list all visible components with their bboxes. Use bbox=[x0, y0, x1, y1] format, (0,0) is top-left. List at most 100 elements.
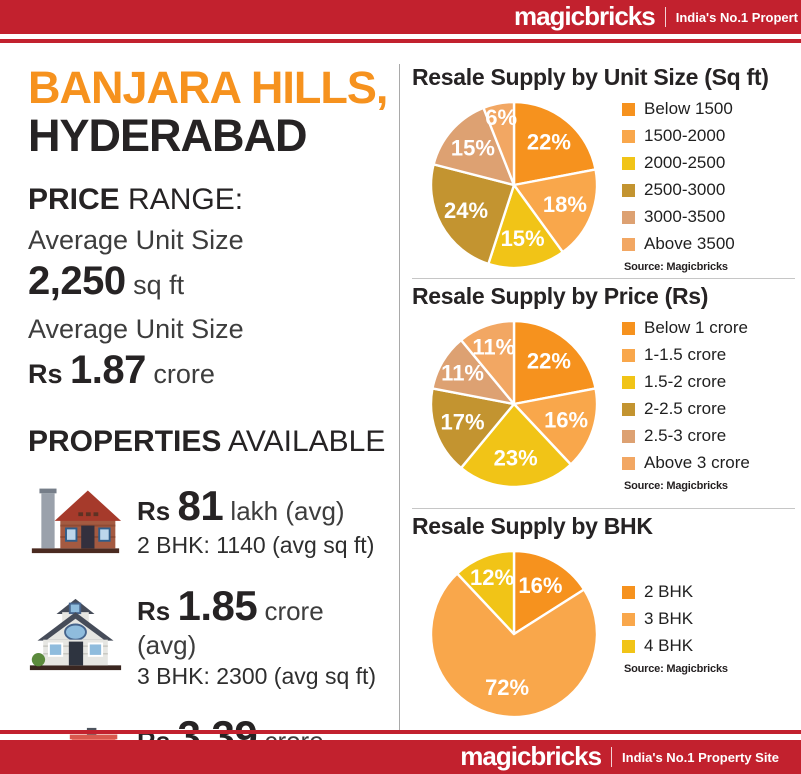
property-row-2bhk: Rs 81 lakh (avg) 2 BHK: 1140 (avg sq ft) bbox=[28, 481, 390, 560]
chart-legend: Below 1 crore 1-1.5 crore 1.5-2 crore 2-2.5… bbox=[622, 318, 750, 473]
legend-swatch bbox=[622, 102, 635, 116]
pie-slice-label: 11% bbox=[472, 335, 515, 360]
pie-slice-label: 15% bbox=[451, 136, 495, 161]
pie-slice-label: 24% bbox=[444, 198, 488, 223]
legend-item: Above 3500 bbox=[622, 234, 735, 254]
logo-divider bbox=[611, 747, 613, 767]
pie-slice-label: 17% bbox=[440, 409, 484, 434]
pie-slice bbox=[432, 106, 516, 187]
property-price: Rs 1.85 crore (avg) bbox=[137, 582, 390, 661]
chart-legend: 2 BHK 3 BHK 4 BHK bbox=[622, 582, 728, 656]
pie-slice-label: 11% bbox=[441, 360, 484, 385]
left-column: BANJARA HILLS, HYDERABAD PRICE RANGE: Av… bbox=[28, 64, 390, 774]
brand-tagline: India's No.1 Property Site bbox=[622, 749, 779, 765]
property-text: Rs 1.85 crore (avg) 3 BHK: 2300 (avg sq … bbox=[137, 582, 390, 690]
avg-unit-price-label: Average Unit Size bbox=[28, 314, 244, 345]
legend-label: 2000-2500 bbox=[644, 153, 726, 172]
legend-swatch bbox=[622, 210, 635, 224]
pie-slice bbox=[512, 319, 597, 406]
magicbricks-logo: magicbricks bbox=[513, 0, 656, 31]
pie-chart-bhk: 16% 72% 12% bbox=[426, 546, 602, 722]
pie-slice-label: 6% bbox=[485, 105, 517, 130]
avg-size-unit: sq ft bbox=[125, 270, 185, 301]
avg-unit-size-label: Average Unit Size bbox=[28, 225, 244, 256]
legend-swatch bbox=[622, 612, 635, 626]
currency-label: Rs bbox=[28, 359, 71, 390]
legend-label: 3 BHK bbox=[644, 609, 694, 628]
legend-label: 1500-2000 bbox=[644, 126, 726, 145]
magicbricks-logo: magicbricks bbox=[460, 740, 602, 771]
legend-label: 2.5-3 crore bbox=[644, 426, 727, 445]
pie-slice bbox=[512, 100, 597, 187]
legend-label: 2500-3000 bbox=[644, 180, 726, 199]
pie-slice bbox=[482, 100, 516, 187]
avg-price-number: 1.87 bbox=[70, 348, 146, 393]
legend-swatch bbox=[622, 402, 635, 416]
pie-slice-label: 16% bbox=[518, 573, 562, 598]
legend-label: Above 3500 bbox=[644, 234, 735, 253]
property-detail: 2 BHK: 1140 (avg sq ft) bbox=[137, 532, 375, 559]
pie-chart-unit-size: 22% 18% 15% 24% 15% 6% bbox=[426, 97, 602, 273]
chart-title: Resale Supply by Price (Rs) bbox=[412, 283, 709, 309]
currency-label: Rs bbox=[137, 596, 178, 627]
pie-slice-label: 72% bbox=[485, 675, 529, 700]
pie-slice bbox=[429, 387, 516, 470]
pie-slice bbox=[459, 319, 516, 406]
legend-block: 2 BHK 3 BHK 4 BHK Source: Magicbricks bbox=[602, 546, 728, 722]
pie-slice bbox=[512, 549, 586, 636]
legend-label: 1-1.5 crore bbox=[644, 345, 727, 364]
bottom-rule-line bbox=[0, 730, 801, 734]
page-title: BANJARA HILLS, HYDERABAD bbox=[28, 64, 390, 159]
properties-heading-rest: AVAILABLE bbox=[221, 425, 386, 459]
legend-block: Below 1 crore 1-1.5 crore 1.5-2 crore 2-2.5… bbox=[602, 316, 750, 492]
pie-slice-label: 16% bbox=[544, 408, 588, 433]
legend-swatch bbox=[622, 375, 635, 389]
legend-swatch bbox=[622, 321, 635, 335]
legend-swatch bbox=[622, 348, 635, 362]
pie-slice bbox=[459, 402, 573, 489]
brand-logo-group: magicbricks India's No.1 Property Site bbox=[460, 743, 779, 772]
chart-body: 22% 18% 15% 24% 15% 6% Below 1500 1500-2000 200… bbox=[412, 97, 795, 273]
legend-swatch bbox=[622, 456, 635, 470]
legend-item: 2-2.5 crore bbox=[622, 399, 750, 419]
pie-slice-label: 22% bbox=[527, 130, 571, 155]
legend-label: 3000-3500 bbox=[644, 207, 726, 226]
pie-slice bbox=[487, 183, 564, 270]
brand-tagline: India's No.1 Propert bbox=[675, 9, 798, 25]
top-rule-line bbox=[0, 39, 801, 43]
pie-slice-label: 12% bbox=[470, 565, 514, 590]
chart-section-price: Resale Supply by Price (Rs) 22% 16% 23% 17%… bbox=[412, 278, 795, 508]
chart-title: Resale Supply by BHK bbox=[412, 513, 653, 539]
legend-swatch bbox=[622, 429, 635, 443]
legend-item: 4 BHK bbox=[622, 636, 728, 656]
pie-slice bbox=[512, 387, 599, 466]
legend-item: Below 1500 bbox=[622, 99, 735, 119]
top-brand-bar: magicbricks India's No.1 Propert bbox=[0, 0, 801, 34]
legend-block: Below 1500 1500-2000 2000-2500 2500-3000 300… bbox=[602, 97, 735, 273]
avg-unit-size-value: 2,250 sq ft bbox=[28, 256, 390, 306]
legend-label: Below 1 crore bbox=[644, 318, 748, 337]
chart-section-bhk: Resale Supply by BHK 16% 72% 12% 2 BHK 3 BH… bbox=[412, 508, 795, 730]
pie-slice bbox=[455, 549, 516, 636]
column-divider bbox=[399, 64, 400, 730]
legend-item: 2000-2500 bbox=[622, 153, 735, 173]
brand-logo-group: magicbricks India's No.1 Propert bbox=[514, 3, 798, 32]
legend-label: 1.5-2 crore bbox=[644, 372, 727, 391]
price-range-heading-bold: PRICE bbox=[28, 183, 120, 217]
logo-divider bbox=[664, 7, 666, 27]
source-note: Source: Magicbricks bbox=[624, 480, 728, 492]
legend-label: Above 3 crore bbox=[644, 453, 750, 472]
legend-label: 4 BHK bbox=[644, 636, 694, 655]
price-range-heading: PRICE RANGE: bbox=[28, 183, 390, 217]
legend-label: 2 BHK bbox=[644, 582, 694, 601]
avg-price-unit: crore bbox=[145, 359, 215, 390]
currency-label: Rs bbox=[137, 496, 178, 527]
legend-swatch bbox=[622, 585, 635, 599]
legend-swatch bbox=[622, 639, 635, 653]
property-price: Rs 81 lakh (avg) bbox=[137, 482, 374, 530]
legend-item: 1500-2000 bbox=[622, 126, 735, 146]
chart-body: 16% 72% 12% 2 BHK 3 BHK 4 BHK Source: Magicb… bbox=[412, 546, 795, 722]
source-note: Source: Magicbricks bbox=[624, 261, 728, 273]
price-suffix: lakh (avg) bbox=[223, 496, 345, 527]
legend-item: 2.5-3 crore bbox=[622, 426, 750, 446]
